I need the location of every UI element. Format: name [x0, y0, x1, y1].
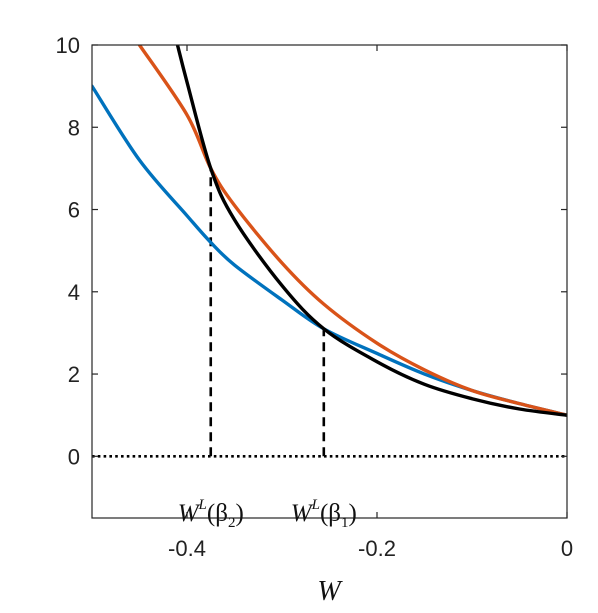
- y-tick-label: 8: [68, 115, 80, 140]
- y-tick-label: 0: [68, 444, 80, 469]
- x-tick-label: 0: [561, 536, 573, 561]
- y-tick-label: 10: [56, 33, 80, 58]
- reference-lines: [92, 168, 567, 458]
- x-tick-label: -0.2: [358, 536, 396, 561]
- series-line-3: [175, 45, 567, 417]
- axes-box: [91, 44, 568, 519]
- series-line-2: [137, 45, 567, 417]
- x-tick-label: -0.4: [168, 536, 206, 561]
- y-tick-label: 2: [68, 362, 80, 387]
- plot-area: [92, 45, 567, 518]
- y-tick-label: 4: [68, 280, 80, 305]
- series-layer: [92, 45, 567, 417]
- marker-label: WL(β1): [291, 497, 357, 531]
- marker-label: WL(β2): [178, 497, 244, 531]
- annotations: WL(β2) WL(β1): [178, 497, 357, 531]
- ticks: -0.4 -0.2 0 0 2 4 6 8 10: [56, 33, 574, 561]
- y-tick-label: 6: [68, 198, 80, 223]
- x-axis-label: W: [317, 576, 343, 607]
